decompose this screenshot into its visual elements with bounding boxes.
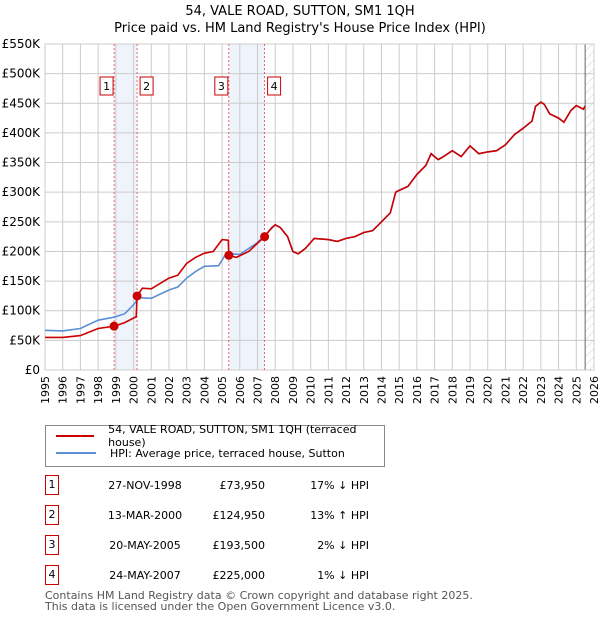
footer: Contains HM Land Registry data © Crown c… [45,590,473,612]
x-tick-label: 2011 [322,376,335,404]
y-tick-label: £550K [2,37,42,51]
x-tick-label: 2021 [499,376,512,404]
property-price-line [45,101,586,339]
x-tick-label: 2024 [553,376,566,404]
y-tick-label: £500K [2,67,42,81]
sale-row: 2 13-MAR-2000 £124,950 13% ↑ HPI [45,505,600,527]
price-chart: 1 2 3 4 1995 1996 1997 1998 1999 2000 2001 2002 2003… [2,37,600,404]
sale-hpi-diff: 13% ↑ HPI [310,509,369,522]
sale-point [109,321,119,331]
x-tick-label: 2022 [517,376,530,404]
sale-period-shade [228,44,265,370]
x-tick-label: 2019 [464,376,477,404]
x-tick-label: 2001 [145,376,158,404]
legend-item-property: 54, VALE ROAD, SUTTON, SM1 1QH (terraced… [56,423,384,449]
sale-period-shade [114,44,138,370]
x-tick-label: 2025 [570,376,583,404]
sale-number: 1 [45,475,59,495]
sale-date: 27-NOV-1998 [108,479,182,492]
x-tick-label: 2006 [234,376,247,404]
x-tick-label: 2017 [429,376,442,404]
footer-line-1: Contains HM Land Registry data © Crown c… [45,589,473,602]
x-tick-label: 1996 [57,376,70,404]
sale-price: £193,500 [212,539,266,552]
sale-point [260,232,270,242]
x-tick-label: 2002 [163,376,176,404]
y-tick-label: £50K [9,333,41,347]
x-tick-label: 1995 [39,376,52,404]
sale-point [132,291,142,301]
y-tick-label: £450K [2,96,42,110]
chart-subtitle: Price paid vs. HM Land Registry's House … [114,21,486,36]
sale-hpi-diff: 1% ↓ HPI [317,569,369,582]
legend-label: HPI: Average price, terraced house, Sutt… [110,446,345,460]
y-tick-label: £250K [2,215,42,229]
sale-label-box [214,76,229,96]
x-tick-label: 1999 [110,376,123,404]
legend-swatch-blue [56,452,96,454]
y-tick-label: £350K [2,156,42,170]
legend-label: 54, VALE ROAD, SUTTON, SM1 1QH (terraced… [108,423,357,449]
x-tick-label: 2000 [128,376,141,404]
x-tick-label: 1997 [74,376,87,404]
y-tick-label: £100K [2,304,42,318]
sale-row: 1 27-NOV-1998 £73,950 17% ↓ HPI [45,475,600,497]
sale-date: 13-MAR-2000 [107,509,183,522]
sale-label: 4 [271,80,278,93]
sale-price: £124,950 [212,509,266,522]
x-tick-label: 2012 [340,376,353,404]
x-tick-label: 2009 [287,376,300,404]
y-tick-label: £400K [2,126,42,140]
sale-label-box [99,76,114,96]
sale-point [224,250,234,260]
sale-price: £73,950 [219,479,266,492]
y-tick-label: £200K [2,244,42,258]
sale-number: 2 [45,505,59,525]
sale-number: 3 [45,535,59,555]
sale-label: 2 [143,80,150,93]
sale-label-box [139,76,154,96]
x-tick-label: 2016 [411,376,424,404]
x-tick-label: 2026 [588,376,600,404]
y-tick-label: £0 [25,363,40,377]
sale-hpi-diff: 17% ↓ HPI [310,479,369,492]
y-tick-label: £300K [2,185,42,199]
x-tick-label: 2010 [305,376,318,404]
x-tick-label: 2015 [393,376,406,404]
sale-date: 20-MAY-2005 [109,539,181,552]
x-tick-label: 2004 [198,376,211,404]
y-tick-label: £150K [2,274,42,288]
sale-hpi-diff: 2% ↓ HPI [317,539,369,552]
x-tick-label: 2007 [252,376,265,404]
x-tick-label: 1998 [92,376,105,404]
x-tick-label: 2023 [535,376,548,404]
x-tick-label: 2005 [216,376,229,404]
x-tick-label: 2003 [181,376,194,404]
sale-row: 4 24-MAY-2007 £225,000 1% ↓ HPI [45,565,600,587]
x-tick-label: 2013 [358,376,371,404]
sale-row: 3 20-MAY-2005 £193,500 2% ↓ HPI [45,535,600,557]
sale-date: 24-MAY-2007 [109,569,181,582]
legend-item-hpi: HPI: Average price, terraced house, Sutt… [56,445,345,461]
footer-line-2: This data is licensed under the Open Gov… [45,600,396,613]
legend: 54, VALE ROAD, SUTTON, SM1 1QH (terraced… [45,423,385,467]
x-tick-label: 2008 [269,376,282,404]
x-tick-label: 2020 [482,376,495,404]
legend-swatch-red [56,435,95,437]
chart-title: 54, VALE ROAD, SUTTON, SM1 1QH [185,4,415,19]
sale-label-box [267,76,282,96]
plot-frame [44,43,595,371]
sale-number: 4 [45,565,59,585]
x-tick-label: 2014 [375,376,388,404]
sale-price: £225,000 [212,569,266,582]
sale-label: 3 [218,80,225,93]
sale-label: 1 [103,80,110,93]
forecast-hatch [585,44,594,370]
x-tick-label: 2018 [446,376,459,404]
